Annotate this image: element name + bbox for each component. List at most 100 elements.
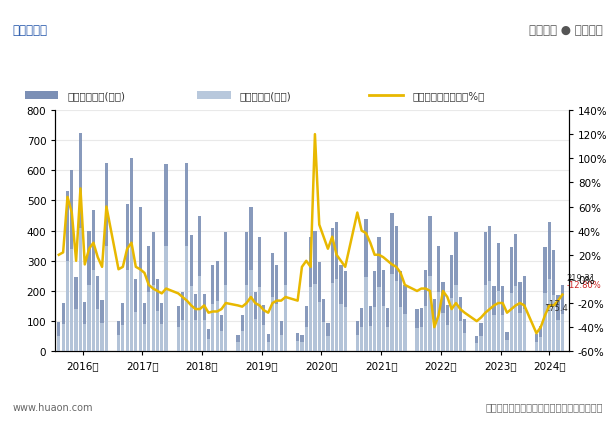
Bar — [454, 233, 458, 351]
Bar — [138, 270, 142, 351]
Bar — [360, 308, 363, 351]
Bar — [249, 271, 253, 351]
Bar — [510, 248, 513, 351]
Bar — [552, 250, 555, 351]
Bar — [510, 294, 513, 351]
Bar — [454, 285, 458, 351]
Bar — [245, 285, 248, 351]
Bar — [266, 342, 270, 351]
Bar — [378, 288, 381, 351]
Bar — [433, 322, 436, 351]
Bar — [429, 216, 432, 351]
Bar — [523, 276, 526, 351]
Bar — [284, 285, 287, 351]
Bar — [493, 315, 496, 351]
Bar — [535, 334, 538, 351]
Bar — [419, 308, 423, 351]
Bar — [74, 309, 77, 351]
Bar — [433, 299, 436, 351]
Bar — [207, 329, 210, 351]
Bar — [134, 279, 137, 351]
Bar — [300, 335, 304, 351]
Bar — [399, 272, 402, 351]
Bar — [211, 266, 215, 351]
Text: 房地产投资额(亿元): 房地产投资额(亿元) — [68, 91, 125, 101]
Bar — [79, 133, 82, 351]
Bar — [160, 324, 164, 351]
Bar — [395, 282, 398, 351]
Bar — [450, 298, 453, 351]
Bar — [488, 227, 491, 351]
Bar — [156, 311, 159, 351]
Bar — [364, 278, 368, 351]
Bar — [501, 287, 504, 351]
Bar — [518, 313, 522, 351]
Bar — [493, 287, 496, 351]
Bar — [535, 342, 538, 351]
FancyBboxPatch shape — [25, 92, 58, 100]
Bar — [561, 285, 564, 351]
Bar — [463, 319, 466, 351]
Bar — [386, 308, 389, 351]
Bar — [147, 293, 151, 351]
Bar — [322, 322, 325, 351]
Bar — [220, 331, 223, 351]
Text: 219.31: 219.31 — [566, 273, 596, 282]
Bar — [185, 164, 188, 351]
Bar — [313, 231, 317, 351]
Text: 房地产投资额增速（%）: 房地产投资额增速（%） — [412, 91, 485, 101]
Bar — [506, 332, 509, 351]
Bar — [544, 248, 547, 351]
Bar — [57, 337, 60, 351]
Bar — [506, 341, 509, 351]
Bar — [309, 288, 312, 351]
Bar — [373, 307, 376, 351]
Bar — [548, 279, 551, 351]
Bar — [245, 233, 248, 351]
Bar — [322, 299, 325, 351]
Bar — [83, 324, 86, 351]
Text: -17: -17 — [547, 300, 560, 309]
Bar — [160, 303, 164, 351]
Bar — [271, 253, 274, 351]
Bar — [164, 246, 168, 351]
Bar — [194, 320, 197, 351]
Bar — [368, 306, 372, 351]
Bar — [484, 233, 487, 351]
Bar — [130, 243, 133, 351]
Bar — [215, 261, 219, 351]
Bar — [450, 255, 453, 351]
Text: 华经情报网: 华经情报网 — [12, 24, 47, 37]
Bar — [130, 159, 133, 351]
Bar — [83, 302, 86, 351]
Bar — [442, 313, 445, 351]
Bar — [262, 305, 266, 351]
Bar — [138, 207, 142, 351]
Bar — [177, 327, 180, 351]
Bar — [539, 326, 542, 351]
Bar — [66, 261, 69, 351]
Bar — [488, 282, 491, 351]
Bar — [125, 270, 129, 351]
Bar — [382, 270, 385, 351]
Bar — [442, 282, 445, 351]
Bar — [276, 266, 279, 351]
Bar — [399, 307, 402, 351]
Bar — [403, 315, 407, 351]
Bar — [497, 243, 500, 351]
Bar — [62, 303, 65, 351]
Bar — [300, 343, 304, 351]
Bar — [548, 222, 551, 351]
Bar — [552, 295, 555, 351]
Bar — [202, 320, 206, 351]
Bar — [327, 323, 330, 351]
Bar — [331, 228, 334, 351]
Bar — [87, 285, 91, 351]
Bar — [395, 227, 398, 351]
Bar — [335, 222, 338, 351]
Bar — [262, 325, 266, 351]
Bar — [66, 192, 69, 351]
Bar — [339, 266, 343, 351]
Bar — [70, 249, 73, 351]
Text: 专业严谨 ● 客观科学: 专业严谨 ● 客观科学 — [529, 24, 603, 37]
